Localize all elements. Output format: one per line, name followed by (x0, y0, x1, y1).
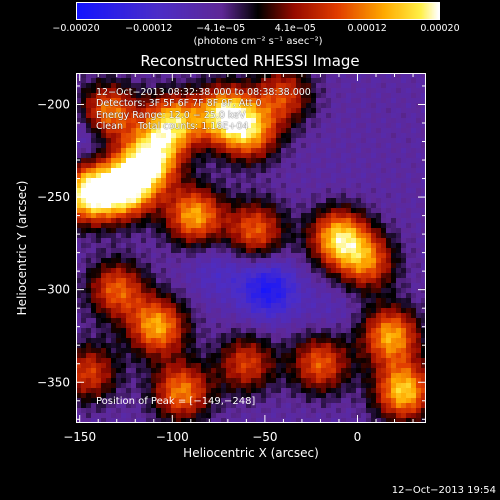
heatmap-image (76, 73, 426, 423)
x-axis-label: Heliocentric X (arcsec) (183, 446, 319, 460)
annotation-energy-range: Energy Range: 12.0 − 25.0 keV (96, 110, 246, 121)
x-tick-label: −100 (156, 430, 189, 444)
y-tick-label: −300 (37, 283, 70, 297)
annotation-method: Clean Total counts: 1.16E+04 (96, 121, 249, 132)
colorbar (76, 2, 440, 20)
y-tick-label: −200 (37, 97, 70, 111)
chart-title: Reconstructed RHESSI Image (140, 52, 360, 70)
colorbar-units: (photons cm⁻² s⁻¹ asec⁻²) (193, 36, 323, 47)
colorbar-gradient (77, 3, 439, 19)
footer-timestamp: 12−Oct−2013 19:54 (391, 485, 496, 496)
colorbar-tick-label: 0.00020 (420, 23, 460, 34)
plot-area: 12−Oct−2013 08:32:38.000 to 08:38:38.000… (76, 73, 426, 423)
colorbar-tick-label: 0.00012 (347, 23, 387, 34)
x-tick-label: −50 (252, 430, 277, 444)
colorbar-tick-label: −0.00020 (52, 23, 100, 34)
colorbar-tick-label: −0.00012 (125, 23, 173, 34)
y-tick-label: −250 (37, 190, 70, 204)
x-tick-label: −150 (63, 430, 96, 444)
y-tick-label: −350 (37, 375, 70, 389)
colorbar-tick-label: 4.1e−05 (274, 23, 316, 34)
annotation-detectors: Detectors: 3F 5F 6F 7F 8F 9F, Att 0 (96, 98, 262, 109)
annotation-peak-position: Position of Peak = [−149,−248] (96, 396, 256, 407)
plot-frame (76, 73, 426, 423)
colorbar-tick-label: −4.1e−05 (196, 23, 246, 34)
x-tick-label: 0 (354, 430, 362, 444)
annotation-time-range: 12−Oct−2013 08:32:38.000 to 08:38:38.000 (96, 87, 311, 98)
y-axis-label: Heliocentric Y (arcsec) (15, 180, 29, 316)
